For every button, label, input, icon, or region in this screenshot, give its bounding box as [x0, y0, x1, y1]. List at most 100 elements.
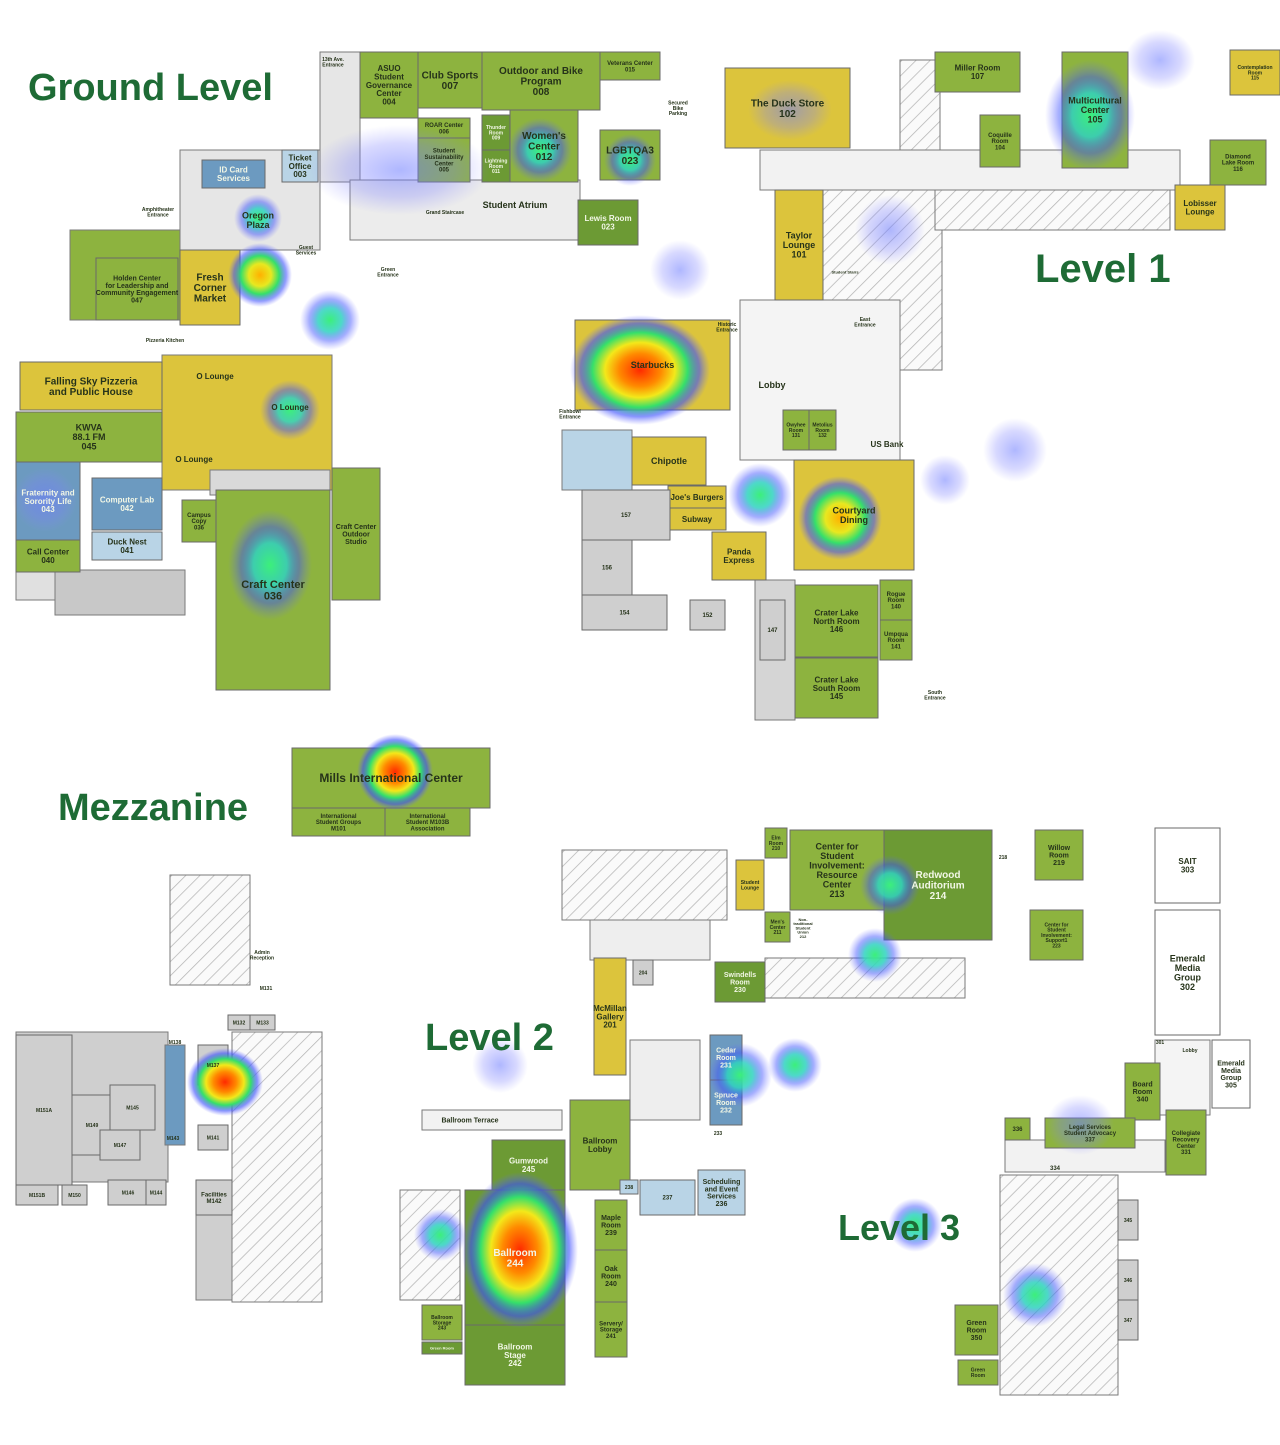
label-line: Veterans Center	[607, 61, 653, 67]
room	[577, 199, 639, 246]
room-label: Lewis Room 023	[584, 214, 631, 231]
label-line: Ballroom	[493, 1248, 536, 1259]
label-line: Center for	[815, 842, 859, 852]
label-line: Thunder	[486, 125, 506, 131]
label-line: Green	[381, 267, 395, 273]
label-line: Student	[741, 880, 760, 886]
label-line: Facilities	[201, 1192, 227, 1198]
room	[359, 51, 419, 119]
label-line: 043	[41, 505, 55, 514]
room-label: Women's Center 012	[522, 131, 566, 163]
room	[15, 539, 81, 573]
room-label: 238	[625, 1185, 634, 1191]
room	[632, 959, 654, 986]
label-line: 146	[830, 625, 844, 634]
label-line: Green	[966, 1320, 986, 1327]
label-line: Auditorium	[911, 881, 964, 892]
label-line: M101	[331, 826, 347, 832]
label-line: Legal Services	[1069, 1125, 1112, 1131]
label-line: Scheduling	[703, 1179, 741, 1186]
label-line: Ballroom	[431, 1315, 453, 1321]
label-line: Outdoor	[342, 531, 370, 538]
heat-spot	[1045, 60, 1135, 170]
room-label: Elm Room 210	[769, 836, 784, 853]
label-line: Storage	[433, 1320, 452, 1326]
label-line: and Event	[705, 1186, 739, 1193]
room-label: Men's Center 211	[770, 920, 786, 937]
room-label: Duck Nest 041	[107, 538, 146, 555]
room-label: Fishbowl Entrance	[559, 409, 581, 420]
room-label: The Duck Store 102	[751, 98, 825, 120]
room	[195, 1179, 233, 1216]
label-line: Student	[433, 149, 455, 155]
room	[581, 489, 671, 541]
label-line: M138	[169, 1040, 182, 1046]
label-line: 005	[439, 168, 450, 174]
label-line: Room	[992, 139, 1009, 145]
room	[481, 51, 601, 111]
room	[19, 361, 163, 411]
heat-spot	[462, 1172, 578, 1328]
label-line: Guest	[299, 245, 314, 251]
label-line: M131	[260, 986, 273, 992]
label-line: Student	[796, 925, 812, 930]
room-label: Willow Room 219	[1048, 845, 1071, 867]
label-line: Pizzeria Kitchen	[146, 338, 184, 344]
label-line: 233	[714, 1131, 723, 1137]
room-label: Emerald Media Group 302	[1170, 953, 1206, 991]
label-line: 214	[930, 891, 947, 902]
label-line: Room	[888, 598, 905, 604]
label-line: M132	[233, 1020, 246, 1026]
room	[95, 257, 179, 321]
room-label: Green Entrance	[377, 267, 399, 278]
label-line: Lounge	[741, 885, 759, 891]
heat-spot	[228, 243, 292, 307]
label-line: Center	[770, 925, 786, 931]
label-line: Student Advocacy	[1064, 1131, 1117, 1137]
label-line: Outdoor and Bike	[499, 66, 583, 77]
room	[594, 1199, 628, 1251]
label-line: Program	[520, 77, 561, 88]
label-line: KWVA	[76, 423, 103, 433]
label-line: Umpqua	[884, 632, 909, 638]
room-label: M147	[114, 1143, 127, 1149]
label-line: McMillan	[593, 1004, 627, 1013]
room	[1124, 1062, 1161, 1121]
room-label: Contemplation Room 115	[1238, 65, 1273, 82]
room-label: South Entrance	[924, 690, 946, 701]
room-label: Admin Reception	[250, 950, 274, 961]
room-label: Redwood Auditorium 214	[911, 870, 964, 902]
label-line: Spruce	[714, 1093, 738, 1100]
heat-spot	[187, 1048, 263, 1116]
label-line: Emerald	[1170, 953, 1206, 963]
label-line: Group	[1221, 1075, 1242, 1082]
label-line: 042	[120, 504, 134, 513]
label-line: Owyhee	[786, 423, 805, 429]
room	[594, 1249, 628, 1303]
label-line: Media	[1175, 963, 1202, 973]
level-title: Level 1	[1035, 247, 1171, 291]
heat-spot	[708, 1043, 772, 1107]
label-line: Emerald	[1217, 1060, 1245, 1067]
label-line: Non-	[798, 917, 808, 922]
heat-spot	[357, 734, 433, 810]
label-line: Center	[1081, 105, 1110, 115]
label-line: 131	[792, 433, 801, 439]
room	[481, 114, 511, 151]
room	[759, 599, 786, 661]
room	[1154, 827, 1221, 904]
room-label: Student Stairs	[831, 269, 859, 274]
label-line: 141	[891, 644, 902, 650]
room	[782, 409, 810, 451]
label-line: Room	[489, 164, 504, 170]
room-label: Student Lounge	[741, 880, 760, 891]
label-line: Green Room	[430, 1345, 454, 1350]
label-line: Lobby	[759, 380, 786, 390]
label-line: Room	[489, 130, 504, 136]
label-line: Room	[888, 638, 905, 644]
label-line: Cedar	[716, 1048, 736, 1055]
label-line: Entrance	[147, 212, 169, 218]
label-line: Rogue	[887, 592, 906, 598]
room	[774, 189, 824, 301]
room-label: Secured Bike Parking	[668, 101, 688, 118]
